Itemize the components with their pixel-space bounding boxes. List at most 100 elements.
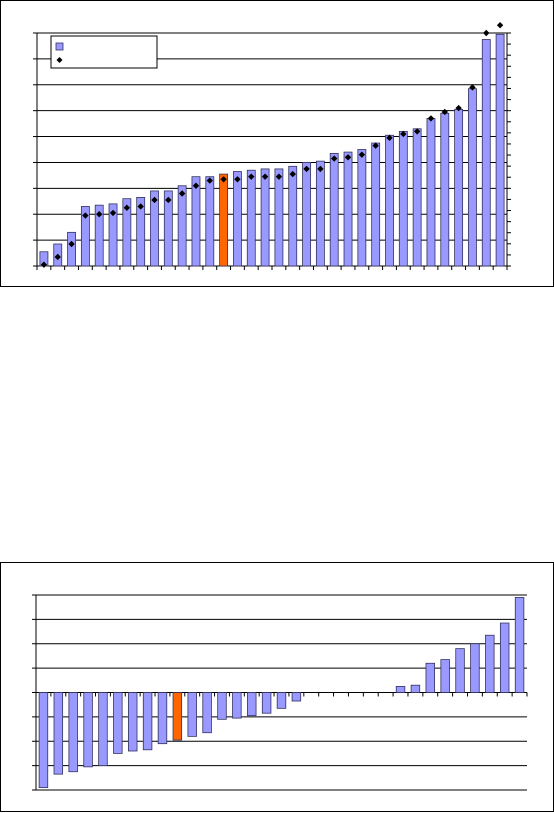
bar (205, 176, 215, 267)
chart-1 (33, 22, 511, 270)
marker-point (123, 204, 131, 211)
chart-1-frame (0, 0, 554, 287)
bar (481, 39, 491, 267)
marker-point (303, 165, 310, 173)
bar (470, 643, 480, 693)
marker-point (165, 196, 172, 204)
bar (329, 152, 339, 267)
marker-point (372, 142, 379, 149)
bar (514, 597, 525, 693)
bar (108, 203, 118, 267)
bar (83, 692, 93, 768)
bar (343, 151, 353, 267)
marker-point (96, 211, 103, 218)
marker-point (344, 154, 352, 161)
marker-point (331, 155, 338, 162)
marker-point (178, 190, 186, 197)
bar (261, 692, 272, 714)
bar (127, 692, 138, 752)
marker-point (358, 151, 366, 158)
bar (232, 692, 242, 719)
bar (440, 112, 450, 267)
bar (53, 692, 64, 775)
bar (455, 648, 465, 693)
bar (122, 198, 132, 267)
bar (191, 176, 201, 267)
bar (425, 662, 436, 693)
bar (136, 196, 146, 267)
bar (302, 162, 311, 267)
marker-point (455, 104, 462, 112)
bar (468, 88, 477, 267)
marker-point (441, 108, 448, 116)
bar (288, 165, 298, 267)
bar (495, 33, 505, 267)
marker-point (137, 203, 144, 210)
bar (98, 692, 108, 767)
marker-point (386, 134, 393, 142)
bar (260, 168, 270, 267)
bar (233, 171, 242, 267)
marker-point (54, 253, 61, 261)
bar (398, 130, 408, 267)
marker-point (483, 29, 490, 37)
marker-point (400, 130, 407, 138)
bar (142, 692, 153, 751)
marker-point (234, 176, 241, 183)
bar (440, 659, 450, 693)
bar (315, 160, 325, 267)
marker-point (248, 173, 255, 180)
marker-point (109, 209, 117, 217)
marker-point (496, 22, 504, 29)
bar (246, 169, 256, 267)
bar (485, 634, 495, 693)
bar (410, 684, 421, 693)
legend-box (50, 35, 158, 69)
bar (217, 692, 227, 720)
marker-point (220, 176, 227, 183)
bar (202, 692, 212, 734)
bar (172, 692, 183, 741)
bar (68, 692, 78, 773)
bar (276, 692, 287, 709)
marker-point (413, 128, 421, 135)
marker-point (427, 115, 435, 122)
marker-point (469, 84, 476, 91)
marker-point (275, 173, 283, 180)
marker-point (261, 173, 269, 180)
marker-point (40, 261, 48, 268)
chart-2 (32, 594, 528, 791)
marker-point (317, 165, 324, 173)
bar (371, 142, 381, 267)
marker-point (289, 170, 296, 178)
marker-point (68, 240, 75, 248)
bar (67, 231, 76, 267)
bar (163, 190, 173, 267)
bar (80, 206, 90, 267)
bar (113, 692, 123, 754)
bar (157, 692, 168, 745)
bar (291, 692, 302, 702)
bar (274, 168, 284, 267)
bar (499, 622, 510, 693)
legend-bar-swatch (55, 42, 64, 51)
bar (247, 692, 257, 717)
bar (150, 190, 159, 267)
bar (357, 149, 367, 267)
marker-point (151, 196, 158, 204)
bar (187, 692, 197, 737)
bar (219, 173, 229, 267)
bar (177, 185, 187, 267)
marker-point (82, 212, 89, 219)
marker-point (206, 177, 213, 184)
legend-marker-swatch (56, 57, 63, 63)
bar (385, 134, 394, 267)
marker-point (192, 182, 200, 189)
bar (426, 118, 436, 267)
bar (38, 692, 49, 788)
chart-2-frame (0, 562, 554, 812)
bar (94, 204, 104, 267)
bar (412, 128, 422, 267)
bar (454, 108, 464, 267)
bar (395, 686, 406, 693)
